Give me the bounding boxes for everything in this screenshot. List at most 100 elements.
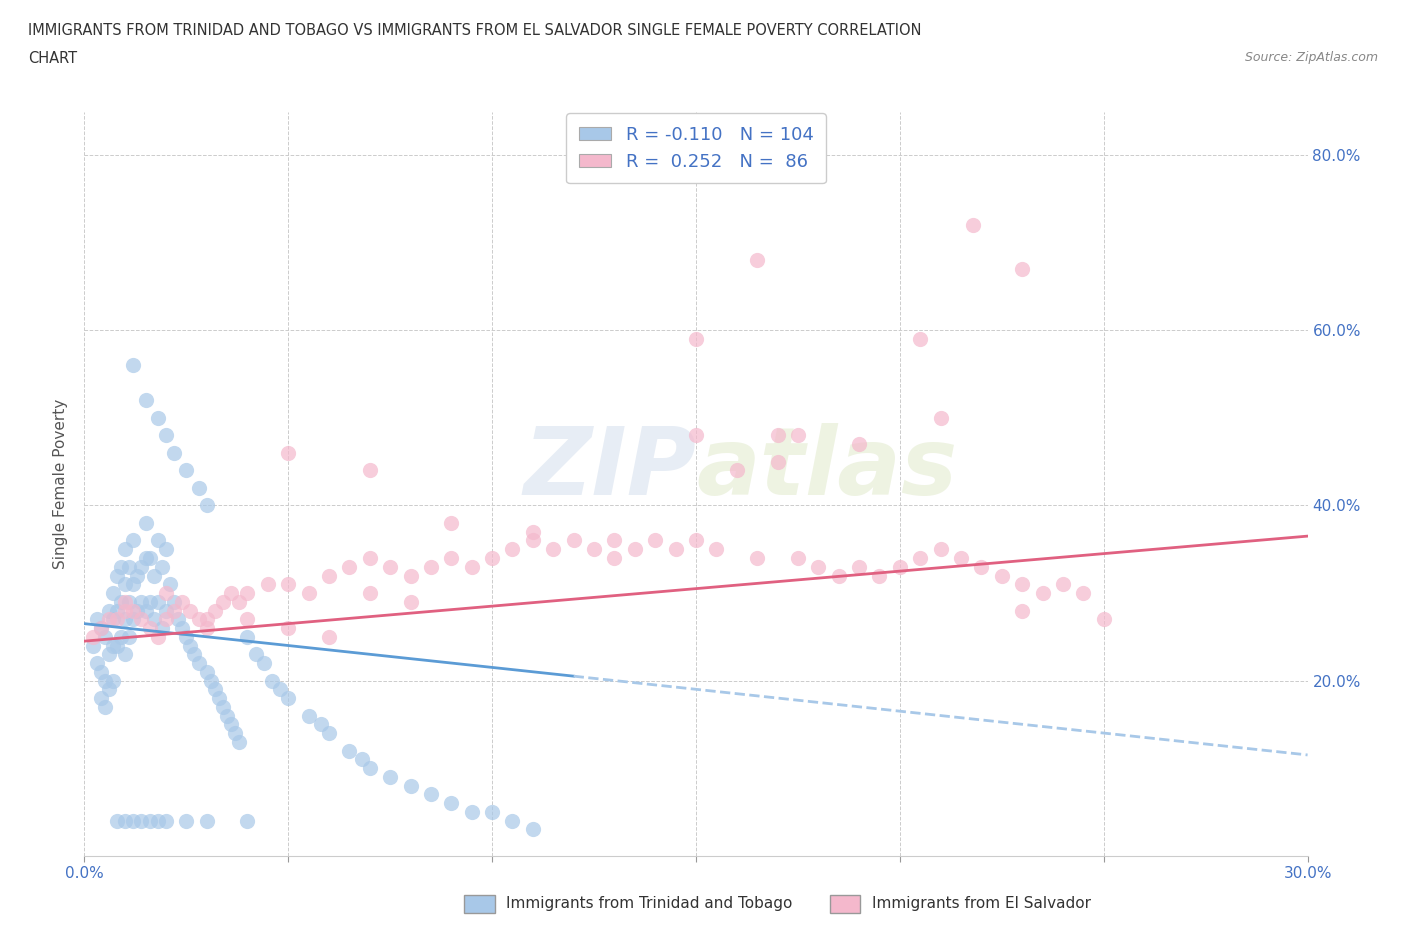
Point	[105, 638, 128, 653]
Point	[155, 586, 177, 601]
Point	[105, 813, 128, 828]
Point	[142, 612, 165, 627]
Point	[522, 822, 544, 837]
Point	[420, 787, 443, 802]
Point	[339, 559, 361, 574]
Point	[440, 551, 463, 565]
Point	[114, 647, 136, 662]
Point	[685, 533, 707, 548]
Point	[359, 761, 381, 776]
Y-axis label: Single Female Poverty: Single Female Poverty	[53, 398, 69, 569]
Point	[90, 620, 112, 635]
Point	[318, 725, 340, 740]
Point	[399, 594, 422, 609]
Point	[257, 577, 280, 591]
Point	[929, 542, 952, 557]
Point	[562, 533, 585, 548]
Point	[146, 630, 169, 644]
Point	[110, 594, 132, 609]
Point	[269, 682, 291, 697]
Point	[114, 813, 136, 828]
Point	[1032, 586, 1054, 601]
Point	[179, 603, 201, 618]
Point	[522, 533, 544, 548]
Point	[1011, 603, 1033, 618]
Point	[929, 410, 952, 425]
Point	[163, 603, 186, 618]
Point	[131, 813, 153, 828]
Point	[131, 559, 153, 574]
Point	[97, 603, 120, 618]
Point	[138, 594, 160, 609]
Point	[624, 542, 647, 557]
Text: atlas: atlas	[696, 423, 957, 514]
Point	[359, 551, 381, 565]
Point	[114, 577, 136, 591]
Point	[910, 551, 932, 565]
Text: Immigrants from El Salvador: Immigrants from El Salvador	[872, 897, 1091, 911]
Point	[277, 577, 299, 591]
Point	[179, 638, 201, 653]
Point	[253, 656, 276, 671]
Point	[685, 332, 707, 347]
Point	[277, 620, 299, 635]
Point	[135, 393, 157, 408]
Point	[114, 603, 136, 618]
Point	[93, 673, 115, 688]
Point	[101, 586, 124, 601]
Legend: R = -0.110   N = 104, R =  0.252   N =  86: R = -0.110 N = 104, R = 0.252 N = 86	[567, 113, 825, 183]
Point	[224, 725, 246, 740]
Point	[399, 568, 422, 583]
Point	[82, 630, 104, 644]
Point	[187, 612, 209, 627]
Point	[172, 620, 194, 635]
Point	[298, 708, 321, 723]
Point	[1011, 261, 1033, 276]
Point	[172, 594, 194, 609]
Point	[187, 481, 209, 496]
Point	[339, 743, 361, 758]
Point	[869, 568, 891, 583]
Point	[150, 620, 173, 635]
Point	[440, 796, 463, 811]
Point	[163, 594, 186, 609]
Point	[114, 612, 136, 627]
Point	[146, 813, 169, 828]
Point	[155, 603, 177, 618]
Point	[787, 551, 810, 565]
Point	[90, 664, 112, 679]
Point	[461, 559, 484, 574]
Point	[195, 612, 218, 627]
Point	[910, 332, 932, 347]
Point	[93, 630, 115, 644]
Point	[848, 559, 870, 574]
Point	[950, 551, 973, 565]
Point	[236, 813, 259, 828]
Point	[110, 559, 132, 574]
Point	[155, 813, 177, 828]
Point	[204, 682, 226, 697]
Point	[228, 594, 250, 609]
Point	[110, 630, 132, 644]
Point	[212, 594, 235, 609]
Point	[644, 533, 666, 548]
Text: Immigrants from Trinidad and Tobago: Immigrants from Trinidad and Tobago	[506, 897, 793, 911]
Point	[200, 673, 222, 688]
Point	[135, 603, 157, 618]
Point	[187, 656, 209, 671]
Point	[101, 673, 124, 688]
Point	[807, 559, 830, 574]
Point	[93, 699, 115, 714]
Point	[277, 445, 299, 460]
Point	[135, 515, 157, 530]
Text: IMMIGRANTS FROM TRINIDAD AND TOBAGO VS IMMIGRANTS FROM EL SALVADOR SINGLE FEMALE: IMMIGRANTS FROM TRINIDAD AND TOBAGO VS I…	[28, 23, 921, 38]
Point	[236, 630, 259, 644]
Point	[665, 542, 688, 557]
Point	[131, 612, 153, 627]
Text: ZIP: ZIP	[523, 423, 696, 514]
Point	[1052, 577, 1074, 591]
Point	[114, 594, 136, 609]
Point	[122, 603, 145, 618]
Point	[481, 551, 503, 565]
Point	[135, 551, 157, 565]
